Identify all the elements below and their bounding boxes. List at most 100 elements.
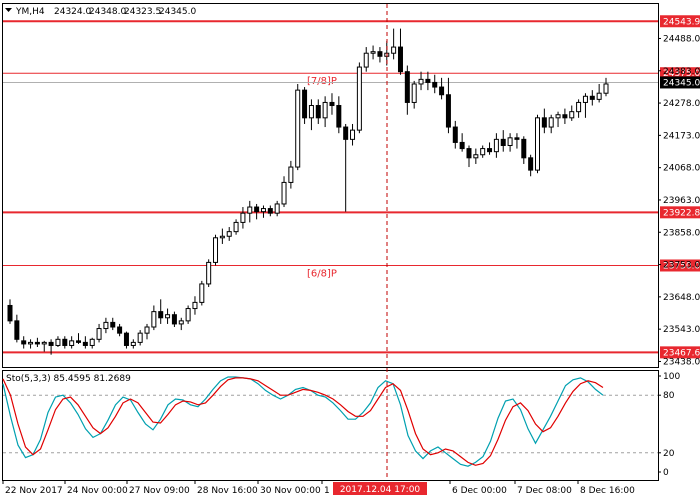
- stoch-main-line: [2, 376, 604, 467]
- candle: [445, 77, 451, 134]
- price-axis-label: 23753.0: [663, 261, 700, 271]
- candle: [562, 108, 568, 124]
- levels-layer: [7/8]P [6/8]P: [3, 20, 658, 354]
- header-symbol: YM,H4: [15, 7, 45, 17]
- stoch-signal-line: [2, 377, 604, 466]
- candle: [62, 336, 68, 349]
- candle: [89, 337, 95, 349]
- time-axis-label: 28 Nov 16:00: [197, 486, 258, 496]
- level-price-label: 23750.0: [663, 261, 700, 271]
- candle: [439, 77, 445, 100]
- candles-layer: [7, 28, 609, 355]
- stoch-axis-label: 0: [663, 468, 669, 478]
- price-axis-label: 23438.0: [663, 357, 700, 367]
- time-axis-label: 30 Nov 00:00: [260, 486, 321, 496]
- candle: [370, 45, 376, 60]
- price-axis-label: 23963.0: [663, 196, 700, 206]
- candle: [103, 317, 109, 334]
- time-axis-label: 27 Nov 09:00: [129, 486, 190, 496]
- candle: [295, 83, 301, 171]
- candle: [432, 74, 438, 94]
- candle: [260, 205, 266, 218]
- candle: [425, 71, 431, 91]
- level-price-label: 24543.9: [663, 17, 700, 27]
- candle: [130, 339, 136, 349]
- candle: [213, 234, 219, 266]
- candle: [555, 111, 561, 128]
- candle: [514, 133, 520, 149]
- price-axis-label: 24278.0: [663, 99, 700, 109]
- candle: [528, 154, 534, 177]
- header-close: 24345.0: [159, 7, 196, 17]
- header-open: 24324.0: [54, 7, 91, 17]
- candle: [356, 62, 362, 134]
- time-axis-label: 8 Dec 16:00: [580, 486, 635, 496]
- candle: [322, 96, 328, 128]
- candle: [302, 87, 308, 124]
- candle: [315, 99, 321, 124]
- candle: [185, 305, 191, 324]
- candle: [391, 28, 397, 60]
- price-axis-label: 24173.0: [663, 131, 700, 141]
- candle: [281, 176, 287, 208]
- candle: [507, 133, 513, 152]
- dropdown-triangle-icon[interactable]: [5, 8, 12, 12]
- price-axis-label: 23858.0: [663, 228, 700, 238]
- stoch-axis-label: 100: [663, 372, 680, 382]
- price-axis-label: 23648.0: [663, 293, 700, 303]
- level-price-box: [660, 206, 700, 219]
- candle: [500, 130, 506, 152]
- candle: [363, 47, 369, 72]
- candle: [55, 336, 61, 348]
- candle: [137, 330, 143, 346]
- candle: [267, 205, 273, 217]
- candle: [226, 227, 232, 241]
- candle: [288, 160, 294, 189]
- candle: [192, 296, 198, 315]
- stoch-pane: [2, 370, 659, 481]
- header-low: 24323.5: [124, 7, 161, 17]
- candle: [329, 93, 335, 115]
- candle: [41, 340, 47, 352]
- time-axis-label: 7 Dec 08:00: [517, 486, 572, 496]
- current-price-label: 24345.0: [663, 78, 700, 88]
- candle: [452, 120, 458, 149]
- candle: [82, 336, 88, 349]
- price-axis-label: 24383.0: [663, 67, 700, 77]
- candle: [158, 299, 164, 324]
- price-axis-label: 24068.0: [663, 164, 700, 174]
- candle: [96, 323, 102, 343]
- stoch-axis-label: 20: [663, 449, 675, 459]
- level-price-box: [660, 346, 700, 359]
- candle: [34, 337, 40, 348]
- stoch-layer: [2, 376, 658, 467]
- candle: [233, 219, 239, 235]
- candle: [69, 336, 75, 349]
- candle: [165, 308, 171, 324]
- candle: [144, 323, 150, 340]
- candle: [596, 83, 602, 103]
- candle: [541, 108, 547, 134]
- price-axis-label: 23543.0: [663, 325, 700, 335]
- price-pane: [2, 3, 659, 368]
- price-axis-label: 24488.0: [663, 34, 700, 44]
- candle: [28, 339, 34, 349]
- murrey-level-tag: [7/8]P: [307, 76, 337, 87]
- candle: [14, 314, 20, 343]
- level-price-box: [660, 15, 700, 28]
- candle: [603, 77, 609, 97]
- murrey-level-tag: [6/8]P: [307, 268, 337, 279]
- current-price-box: [660, 76, 700, 89]
- candle: [343, 123, 349, 212]
- candle: [487, 142, 493, 155]
- candle: [219, 228, 225, 244]
- candle: [397, 28, 403, 75]
- level-price-label: 23467.6: [663, 348, 700, 358]
- candle: [480, 145, 486, 158]
- candle: [117, 323, 123, 337]
- candle: [411, 80, 417, 109]
- candle: [350, 123, 356, 146]
- level-price-box: [660, 67, 700, 80]
